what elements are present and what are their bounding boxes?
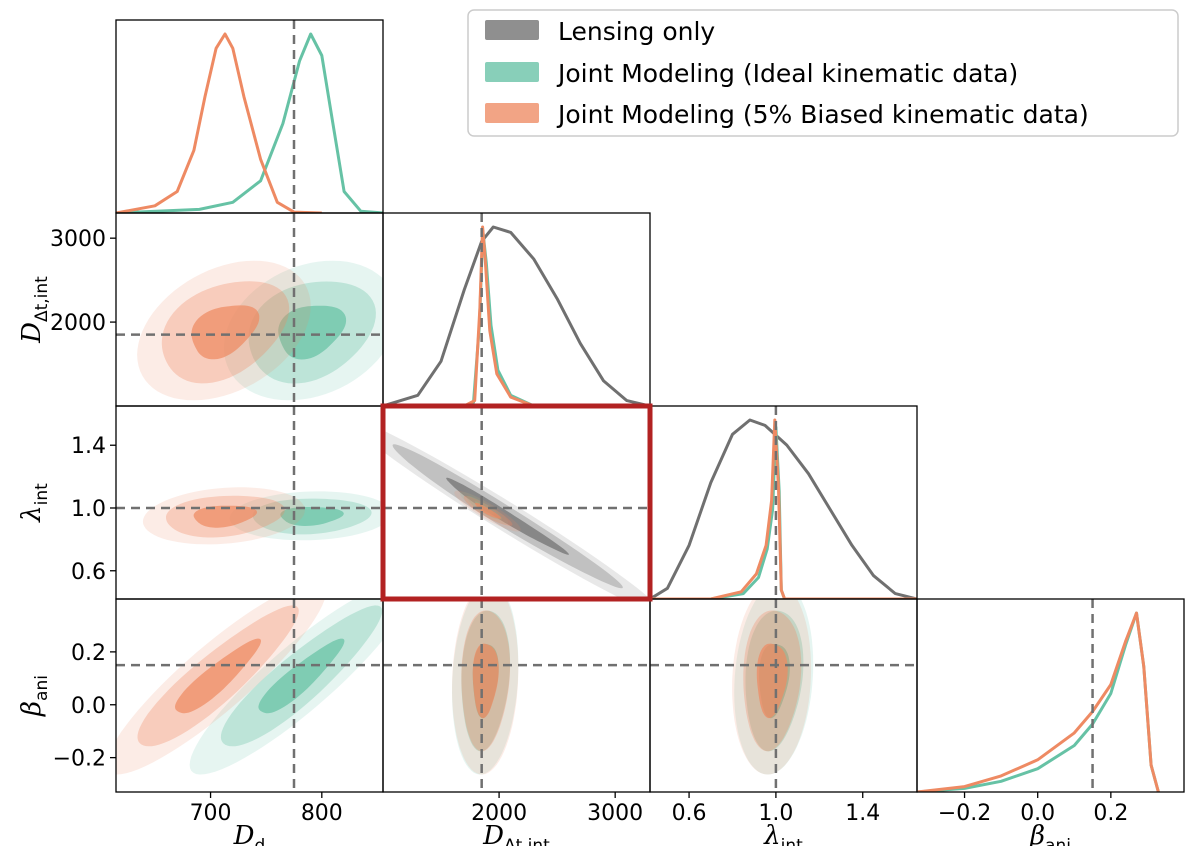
y-axis-label-beta: βani bbox=[17, 675, 52, 717]
contour-biased bbox=[193, 505, 257, 528]
panel-Dd-Dd bbox=[115, 19, 384, 214]
x-tick-label: 700 bbox=[190, 801, 232, 826]
legend-swatch-ideal bbox=[485, 62, 539, 82]
x-tick-label: 1.0 bbox=[758, 801, 793, 826]
y-tick-label: 0.6 bbox=[71, 560, 106, 585]
panel-frame bbox=[649, 405, 918, 600]
y-axis-label-Ddt: DΔt,int bbox=[17, 276, 52, 344]
x-tick-label: 0.2 bbox=[1093, 801, 1128, 826]
marginal-curve-ideal bbox=[917, 611, 1160, 792]
marginal-curve-biased bbox=[917, 611, 1160, 792]
y-tick-label: −0.2 bbox=[53, 747, 106, 772]
legend-frame bbox=[467, 9, 1179, 137]
contour-lensing bbox=[383, 430, 650, 599]
y-tick-label: 1.4 bbox=[71, 434, 106, 459]
panel-content bbox=[116, 406, 383, 599]
legend-label-biased: Joint Modeling (5% Biased kinematic data… bbox=[556, 100, 1089, 129]
highlight-frame bbox=[380, 403, 653, 602]
legend: Lensing only Joint Modeling (Ideal kinem… bbox=[467, 9, 1179, 137]
panel-lam-beta: 0.6 1.0 1.4 bbox=[649, 598, 918, 826]
y-axis-label-lam: λint bbox=[17, 483, 52, 523]
panel-content bbox=[650, 406, 917, 599]
x-axis-label-Dd: Dd bbox=[233, 821, 266, 846]
marginal-curve-lensing bbox=[383, 225, 650, 406]
marginal-curve-biased bbox=[383, 225, 650, 406]
panel-content bbox=[650, 599, 917, 792]
y-tick-label: 1.0 bbox=[71, 497, 106, 522]
panel-Ddt-lam bbox=[382, 405, 651, 600]
panels: 2000 3000 0.6 1.0 1.4 700 800 −0.2 0.0 0.2 2000 300… bbox=[17, 19, 1185, 846]
legend-swatch-lensing bbox=[485, 20, 539, 40]
x-tick-label: 800 bbox=[301, 801, 343, 826]
panel-content bbox=[383, 406, 650, 599]
panel-Ddt-beta: 2000 3000 bbox=[382, 598, 651, 826]
y-tick-label: 3000 bbox=[50, 227, 106, 252]
contour-lensing bbox=[446, 477, 569, 555]
x-tick-label: 1.4 bbox=[845, 801, 880, 826]
panel-content bbox=[116, 20, 383, 213]
marginal-curve-lensing bbox=[650, 418, 917, 599]
panel-content bbox=[116, 599, 383, 792]
y-tick-label: 0.0 bbox=[71, 694, 106, 719]
x-tick-label: 0.6 bbox=[672, 801, 707, 826]
panel-Dd-Ddt: 2000 3000 bbox=[50, 212, 384, 407]
y-tick-label: 0.2 bbox=[71, 641, 106, 666]
panel-frame bbox=[382, 212, 651, 407]
marginal-curve-biased bbox=[650, 418, 917, 599]
contour-biased bbox=[191, 305, 260, 360]
panel-Dd-lam: 0.6 1.0 1.4 bbox=[71, 405, 384, 600]
y-tick-label: 2000 bbox=[50, 311, 106, 336]
panel-frame bbox=[916, 598, 1185, 793]
panel-beta-beta: −0.2 0.0 0.2 bbox=[916, 598, 1185, 826]
panel-Dd-beta: 700 800 −0.2 0.0 0.2 bbox=[53, 598, 384, 826]
x-tick-label: 3000 bbox=[587, 801, 643, 826]
legend-swatch-biased bbox=[485, 103, 539, 123]
panel-Ddt-Ddt bbox=[382, 212, 651, 407]
contour-biased bbox=[756, 643, 788, 719]
legend-label-lensing: Lensing only bbox=[558, 17, 715, 46]
marginal-curve-ideal bbox=[650, 425, 917, 599]
panel-content bbox=[917, 599, 1160, 792]
panel-lam-lam bbox=[649, 405, 918, 600]
marginal-curve-ideal bbox=[383, 229, 650, 406]
x-tick-label: −0.2 bbox=[938, 801, 991, 826]
contour-biased bbox=[175, 638, 261, 714]
contour-biased bbox=[472, 643, 499, 719]
contour-ideal bbox=[258, 638, 345, 714]
marginal-curve-biased bbox=[116, 32, 322, 213]
panel-content bbox=[116, 213, 383, 406]
x-tick-label: 2000 bbox=[471, 801, 527, 826]
x-tick-label: 0.0 bbox=[1020, 801, 1055, 826]
marginal-curve-ideal bbox=[116, 32, 383, 213]
legend-label-ideal: Joint Modeling (Ideal kinematic data) bbox=[556, 59, 1018, 88]
contour-ideal bbox=[280, 507, 344, 526]
panel-content bbox=[383, 213, 650, 406]
panel-content bbox=[383, 599, 650, 792]
